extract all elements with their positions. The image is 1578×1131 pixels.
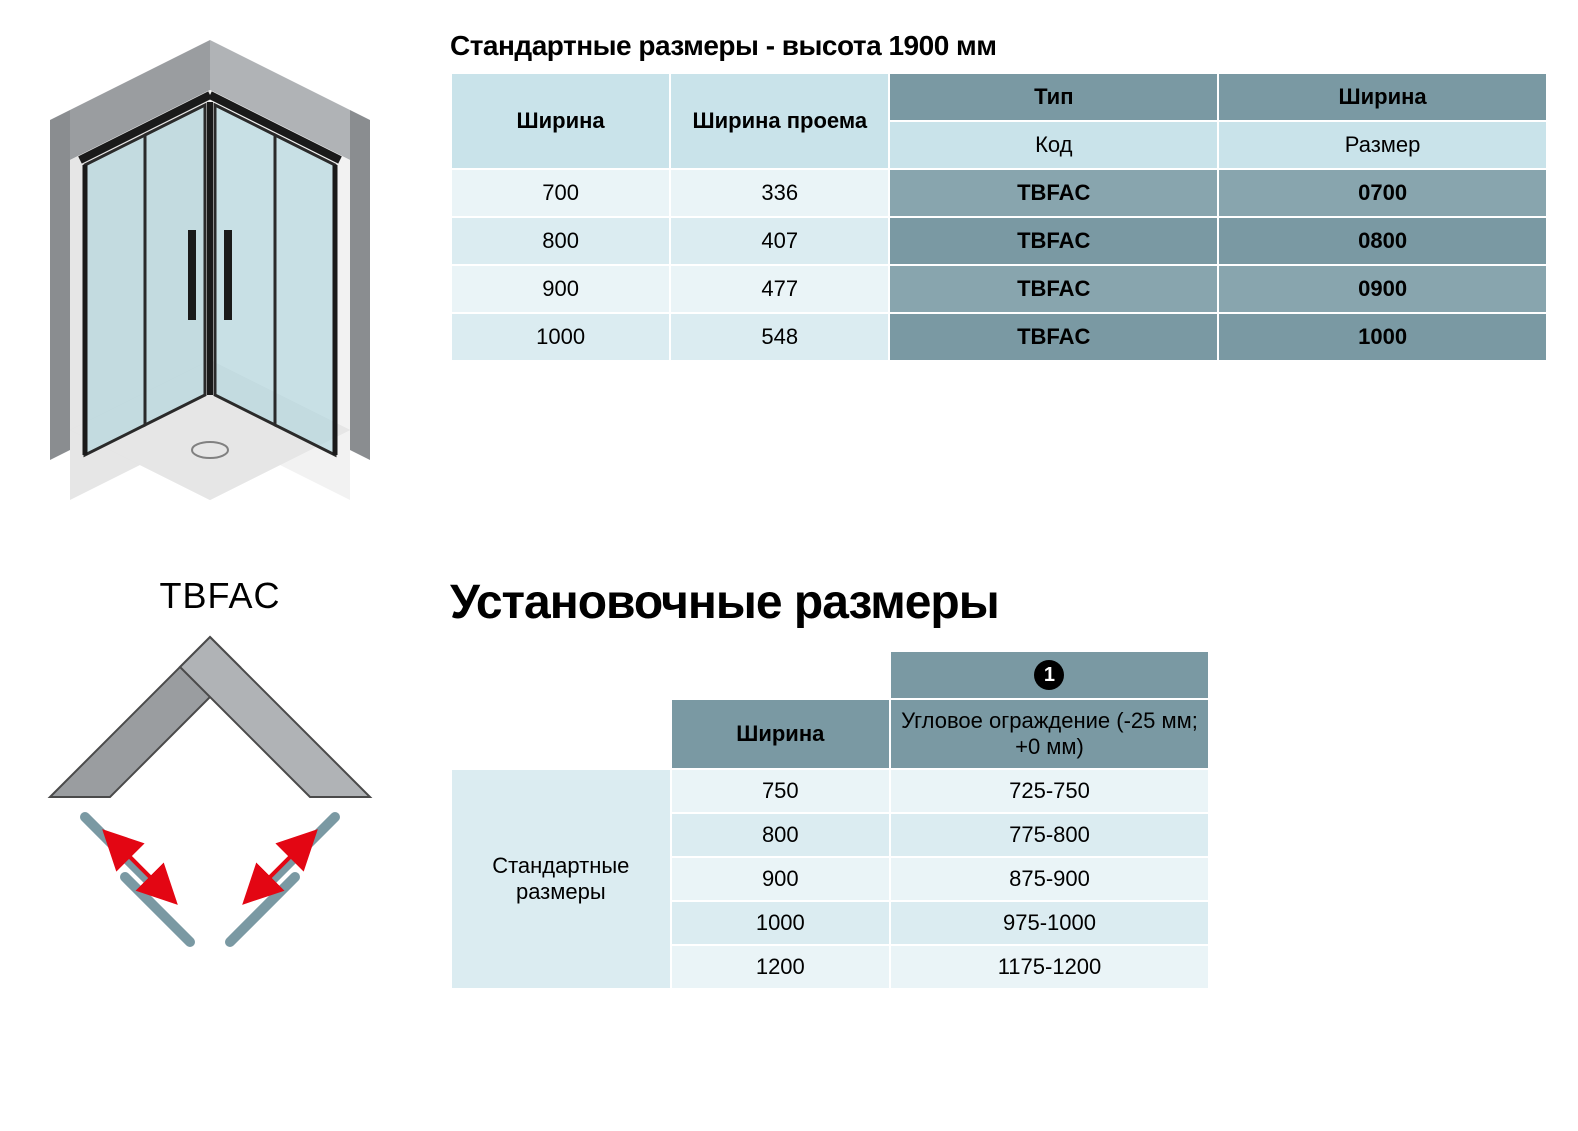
col-width2: Ширина [1218,73,1547,121]
col-width: Ширина [671,699,890,769]
standard-sizes-section: Стандартные размеры - высота 1900 мм Шир… [450,30,1548,535]
row-label: Стандартные размеры [451,769,671,989]
col-size: Размер [1218,121,1547,169]
table-row: 900 477 TBFAC 0900 [451,265,1547,313]
circle-badge: 1 [890,651,1209,699]
shower-plan-diagram: TBFAC [30,575,410,990]
col-width: Ширина [451,73,670,169]
install-sizes-section: Установочные размеры 1 Ширина Угловое ог… [450,575,1548,990]
col-code: Код [889,121,1218,169]
install-sizes-table: 1 Ширина Угловое ограждение (-25 мм; +0 … [450,650,1210,990]
plan-label: TBFAC [30,575,410,617]
shower-3d-diagram [30,30,410,535]
table-row: Стандартные размеры 750 725-750 [451,769,1209,813]
table-row: 700 336 TBFAC 0700 [451,169,1547,217]
col-opening: Ширина проема [670,73,889,169]
table-row: 800 407 TBFAC 0800 [451,217,1547,265]
table1-title: Стандартные размеры - высота 1900 мм [450,30,1548,62]
standard-sizes-table: Ширина Ширина проема Тип Ширина Код Разм… [450,72,1548,362]
col-type: Тип [889,73,1218,121]
table-row: 1000 548 TBFAC 1000 [451,313,1547,361]
table2-title: Установочные размеры [450,575,1548,630]
col-corner: Угловое ограждение (-25 мм; +0 мм) [890,699,1209,769]
